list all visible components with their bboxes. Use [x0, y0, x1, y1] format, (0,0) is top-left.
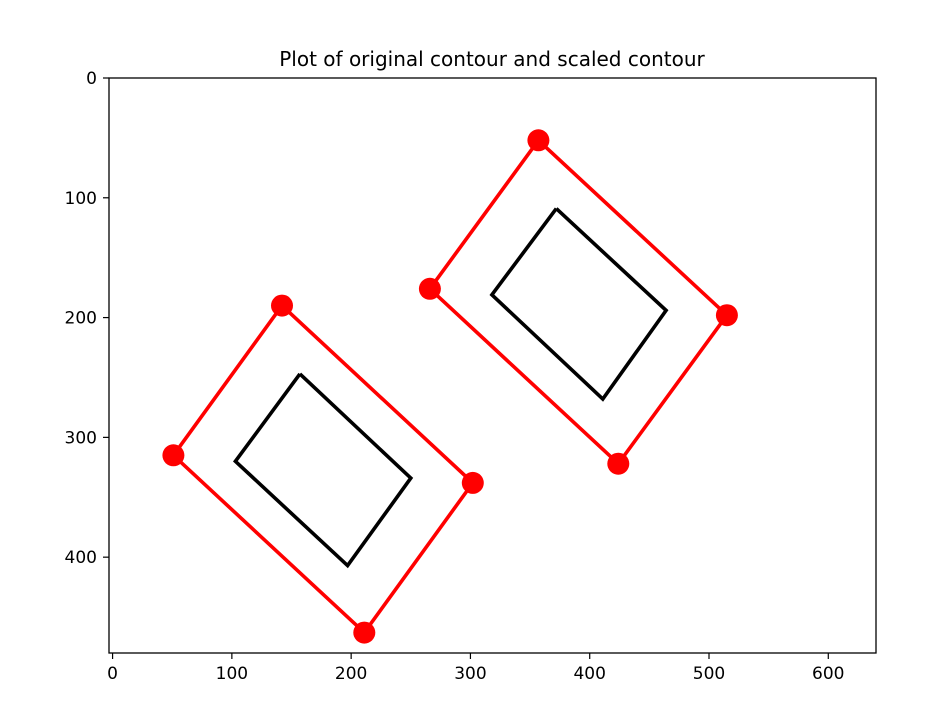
x-tick-label: 400 [573, 664, 605, 684]
scaled-contour-vertex-marker [527, 129, 550, 152]
plot-area [108, 77, 877, 654]
x-tick-label: 200 [335, 664, 367, 684]
y-tick-label: 300 [65, 428, 97, 448]
scaled-contour-line [171, 304, 476, 636]
scaled-contour-vertex-marker [353, 621, 376, 644]
x-tick-label: 600 [812, 664, 844, 684]
axes-frame [108, 77, 877, 654]
y-tick-label: 0 [86, 69, 97, 89]
scaled-contour-vertex-marker [271, 294, 293, 317]
series-layer [162, 129, 738, 644]
y-axis: 0 100 200 300 400 [65, 69, 109, 568]
original-contour-line [489, 207, 669, 402]
scaled-contour-vertex-marker [461, 471, 484, 494]
x-tick-label: 500 [693, 664, 725, 684]
scaled-contour-vertex-marker [607, 452, 630, 475]
x-axis: 0 100 200 300 400 500 600 [107, 653, 845, 684]
original-contour-line [232, 372, 414, 569]
x-tick-label: 0 [107, 664, 118, 684]
scaled-contour-vertex-marker [418, 277, 441, 300]
y-tick-label: 200 [65, 309, 97, 329]
scaled-contour-line [427, 138, 730, 467]
x-tick-label: 300 [454, 664, 486, 684]
scaled-contour-vertex-marker [715, 304, 738, 327]
x-tick-label: 100 [216, 664, 248, 684]
y-tick-label: 400 [65, 548, 97, 568]
scaled-contour-vertex-marker [162, 444, 185, 467]
y-tick-label: 100 [65, 189, 97, 209]
chart-title: Plot of original contour and scaled cont… [279, 47, 705, 71]
